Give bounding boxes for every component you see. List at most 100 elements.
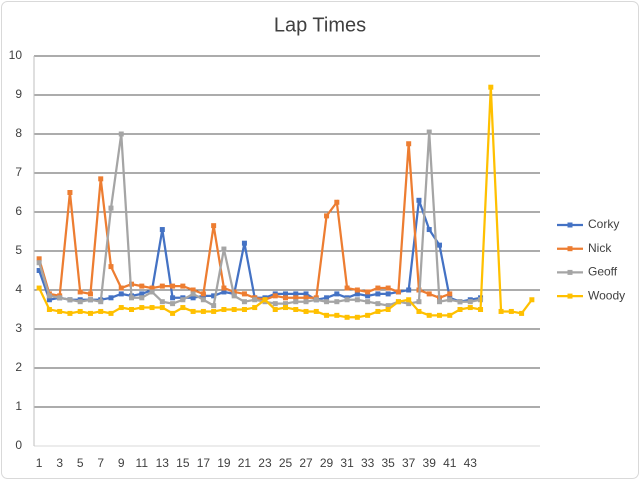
y-tick-label: 6 xyxy=(15,204,22,218)
series-marker xyxy=(36,285,42,291)
y-tick-label: 7 xyxy=(15,165,22,179)
series-marker xyxy=(46,297,52,303)
series-marker xyxy=(395,289,401,295)
series-marker xyxy=(57,295,63,301)
series-marker xyxy=(180,283,186,289)
series-marker xyxy=(467,305,473,311)
legend-swatch-marker xyxy=(567,269,573,275)
series-marker xyxy=(252,305,258,311)
series-marker xyxy=(293,299,299,305)
series-marker xyxy=(46,307,52,312)
series-marker xyxy=(344,314,350,320)
series-marker xyxy=(272,301,278,307)
series-marker xyxy=(334,312,340,318)
y-tick-label: 0 xyxy=(15,438,22,452)
series-marker xyxy=(36,260,42,266)
series-marker xyxy=(426,227,432,233)
series-marker xyxy=(406,301,412,307)
series-marker xyxy=(118,291,124,297)
series-marker xyxy=(303,308,309,314)
series-marker xyxy=(118,305,124,311)
series-marker xyxy=(36,268,42,273)
series-marker xyxy=(406,287,412,293)
series-marker xyxy=(283,291,288,297)
x-tick-label: 37 xyxy=(402,456,416,470)
series-marker xyxy=(170,301,176,307)
series-marker xyxy=(457,307,463,312)
series-marker xyxy=(324,312,330,318)
series-marker xyxy=(170,283,176,289)
x-tick-label: 9 xyxy=(118,456,125,470)
series-marker xyxy=(354,297,360,303)
series-marker xyxy=(129,307,135,312)
series-marker xyxy=(467,299,473,305)
series-marker xyxy=(108,295,114,301)
series-marker xyxy=(354,287,360,293)
y-tick-label: 1 xyxy=(15,399,22,413)
series-marker xyxy=(139,305,145,311)
series-marker xyxy=(190,287,196,293)
series-marker xyxy=(36,256,42,262)
x-tick-label: 21 xyxy=(238,456,252,470)
series-marker xyxy=(190,308,196,314)
series-marker xyxy=(190,291,196,297)
series-marker xyxy=(211,303,217,309)
legend-label: Nick xyxy=(588,241,612,255)
series-marker xyxy=(211,223,217,229)
series-marker xyxy=(498,308,504,314)
series-marker xyxy=(57,308,63,314)
series-marker xyxy=(98,176,104,182)
series-marker xyxy=(241,299,247,305)
series-marker xyxy=(478,307,484,312)
series-marker xyxy=(221,289,227,295)
series-marker xyxy=(87,291,93,297)
series-marker xyxy=(67,190,73,195)
series-marker xyxy=(334,199,340,205)
series-marker xyxy=(190,295,196,301)
x-tick-label: 35 xyxy=(381,456,395,470)
x-tick-label: 23 xyxy=(258,456,272,470)
series-marker xyxy=(87,297,93,303)
series-marker xyxy=(354,291,360,297)
x-tick-label: 13 xyxy=(156,456,170,470)
series-marker xyxy=(313,308,319,314)
series-marker xyxy=(457,299,463,305)
legend-label: Corky xyxy=(588,217,619,231)
series-marker xyxy=(519,310,525,316)
x-tick-label: 17 xyxy=(197,456,211,470)
series-marker xyxy=(159,299,165,305)
series-marker xyxy=(200,297,206,303)
series-marker xyxy=(77,289,83,295)
series-marker xyxy=(324,295,330,301)
series-marker xyxy=(149,289,155,295)
series-marker xyxy=(262,297,268,303)
series-marker xyxy=(118,285,124,291)
series-marker xyxy=(385,285,391,291)
series-marker xyxy=(313,297,319,303)
series-marker xyxy=(118,131,124,137)
series-marker xyxy=(447,312,453,318)
series-marker xyxy=(365,289,371,295)
series-marker xyxy=(375,285,381,291)
series-marker xyxy=(159,227,165,233)
series-marker xyxy=(293,295,299,301)
x-tick-label: 43 xyxy=(464,456,478,470)
y-tick-label: 10 xyxy=(9,48,23,62)
series-marker xyxy=(447,291,453,297)
series-marker xyxy=(98,308,104,314)
series-marker xyxy=(108,310,114,316)
x-tick-label: 1 xyxy=(36,456,43,470)
series-marker xyxy=(324,213,330,219)
y-tick-label: 2 xyxy=(15,360,22,374)
series-marker xyxy=(426,129,432,135)
series-marker xyxy=(416,197,422,203)
series-marker xyxy=(344,297,350,303)
legend-label: Woody xyxy=(588,288,625,302)
series-marker xyxy=(67,297,73,303)
series-marker xyxy=(436,242,442,248)
series-marker xyxy=(436,312,442,318)
x-tick-label: 25 xyxy=(279,456,293,470)
series-marker xyxy=(221,285,227,291)
